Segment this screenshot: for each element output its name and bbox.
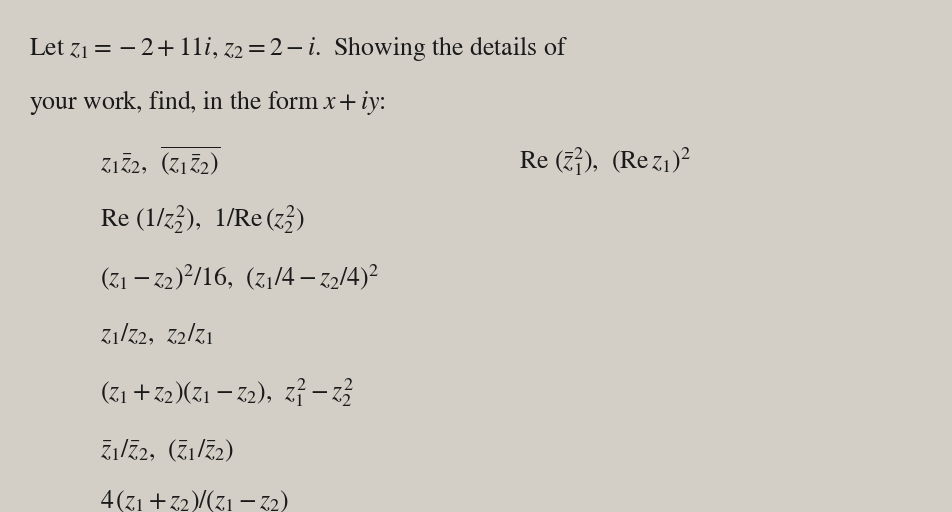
Text: Re $(\bar{z}_1^{2})$,  $(\mathrm{Re}\, z_1)^2$: Re $(\bar{z}_1^{2})$, $(\mathrm{Re}\, z_…	[519, 145, 691, 178]
Text: $(z_1 - z_2)^2/16$,  $(z_1/4 - z_2/4)^2$: $(z_1 - z_2)^2/16$, $(z_1/4 - z_2/4)^2$	[100, 262, 379, 292]
Text: $z_1/z_2$,  $z_2/z_1$: $z_1/z_2$, $z_2/z_1$	[100, 322, 213, 348]
Text: $(z_1 + z_2)(z_1 - z_2)$,  $z_1^2 - z_2^2$: $(z_1 + z_2)(z_1 - z_2)$, $z_1^2 - z_2^2…	[100, 376, 354, 409]
Text: $\bar{z}_1/\bar{z}_2$,  $(\bar{z}_1/\bar{z}_2)$: $\bar{z}_1/\bar{z}_2$, $(\bar{z}_1/\bar{…	[100, 437, 234, 464]
Text: $z_1\bar{z}_2$,  $\overline{(z_1\bar{z}_2)}$: $z_1\bar{z}_2$, $\overline{(z_1\bar{z}_2…	[100, 145, 220, 178]
Text: Re $(1/z_2^2)$,  $1/\mathrm{Re}\,(z_2^2)$: Re $(1/z_2^2)$, $1/\mathrm{Re}\,(z_2^2)$	[100, 203, 305, 236]
Text: $4\,(z_1 + z_2)/(z_1 - z_2)$: $4\,(z_1 + z_2)/(z_1 - z_2)$	[100, 488, 289, 512]
Text: your work, find, in the form $x + iy$:: your work, find, in the form $x + iy$:	[29, 88, 386, 117]
Text: Let $z_1 = -2 + 11i$, $z_2 = 2-i$.  Showing the details of: Let $z_1 = -2 + 11i$, $z_2 = 2-i$. Showi…	[29, 34, 567, 63]
